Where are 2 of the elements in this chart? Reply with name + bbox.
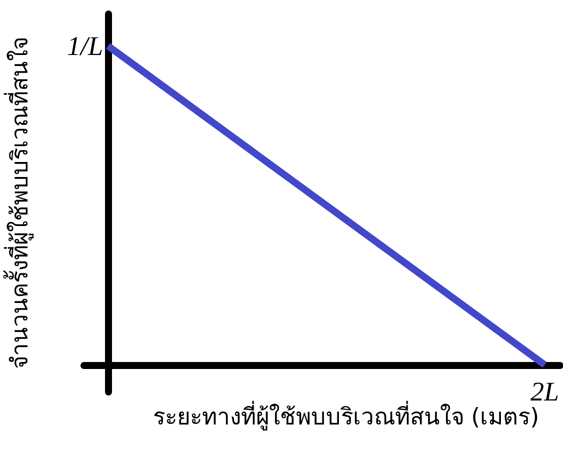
annotation: 1/L (66, 30, 104, 61)
y-axis-title: จำนวนครั้งที่ผู้ใช้พบบริเวณที่สนใจ (4, 37, 34, 369)
